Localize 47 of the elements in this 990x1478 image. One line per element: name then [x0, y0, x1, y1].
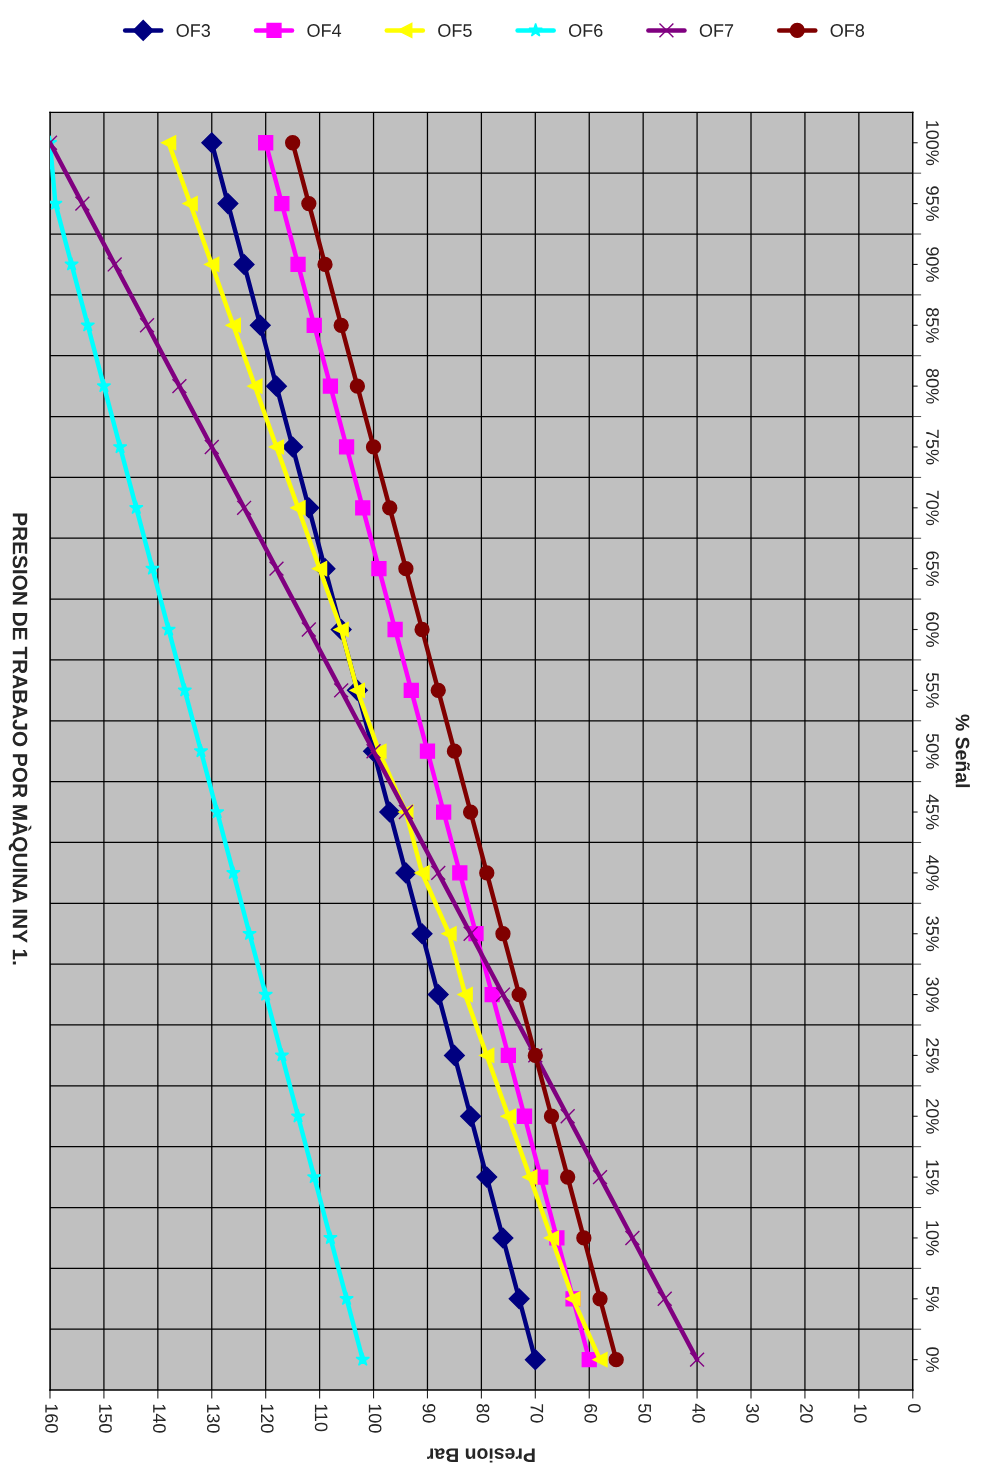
y-axis-title: % Señal [955, 714, 970, 788]
x-tick-label: 60 [584, 1404, 598, 1423]
x-tick-label: 10 [854, 1404, 867, 1423]
y-tick-label: 10% [926, 1221, 939, 1256]
x-tick-label: 80 [476, 1404, 490, 1423]
legend-label: OF3 [176, 24, 211, 37]
y-tick-label: 95% [926, 186, 939, 222]
x-tick-label: 160 [45, 1404, 58, 1433]
x-tick-label: 0 [907, 1403, 921, 1413]
x-tick-label: 20 [800, 1404, 813, 1423]
y-tick-label: 45% [926, 794, 939, 830]
x-tick-label: 110 [314, 1404, 328, 1432]
x-tick-label: 100 [368, 1404, 382, 1433]
x-tick-label: 130 [206, 1404, 220, 1433]
legend-label: OF5 [438, 24, 472, 37]
y-tick-label: 75% [926, 429, 939, 465]
y-tick-label: 100% [926, 121, 939, 166]
y-tick-label: 35% [926, 916, 939, 952]
y-tick-label: 55% [926, 673, 939, 708]
y-tick-label: 30% [926, 977, 939, 1012]
text: PRESION DE TRABAJO POR MÀQUINA INY 1. [8, 513, 32, 965]
legend-label: OF6 [568, 24, 603, 37]
x-tick-label: 30 [746, 1403, 759, 1423]
x-tick-label: 140 [153, 1404, 166, 1433]
y-tick-label: 40% [926, 855, 939, 891]
legend-label: OF7 [699, 24, 734, 37]
y-tick-label: 15% [926, 1160, 939, 1195]
x-tick-label: 40 [692, 1403, 706, 1423]
y-tick-label: 60% [926, 612, 939, 647]
legend-label: OF4 [307, 24, 342, 37]
y-tick-label: 0% [926, 1347, 939, 1373]
y-tick-label: 5% [926, 1286, 939, 1312]
legend-label: OF8 [830, 24, 865, 37]
x-tick-label: 50 [638, 1403, 652, 1423]
x-tick-label: 70 [530, 1404, 544, 1423]
x-tick-label: 120 [260, 1404, 274, 1433]
y-tick-label: 80% [926, 368, 939, 404]
x-tick-label: 90 [422, 1404, 436, 1423]
y-tick-label: 70% [926, 490, 939, 526]
y-tick-label: 90% [926, 247, 939, 282]
y-tick-label: 50% [926, 733, 939, 769]
y-tick-label: 20% [926, 1099, 939, 1134]
x-tick-label: 150 [99, 1404, 112, 1433]
x-axis-title: Presion Bar [427, 1448, 535, 1463]
y-tick-label: 25% [926, 1038, 939, 1073]
y-tick-label: 65% [926, 551, 939, 587]
y-tick-label: 85% [926, 308, 939, 343]
